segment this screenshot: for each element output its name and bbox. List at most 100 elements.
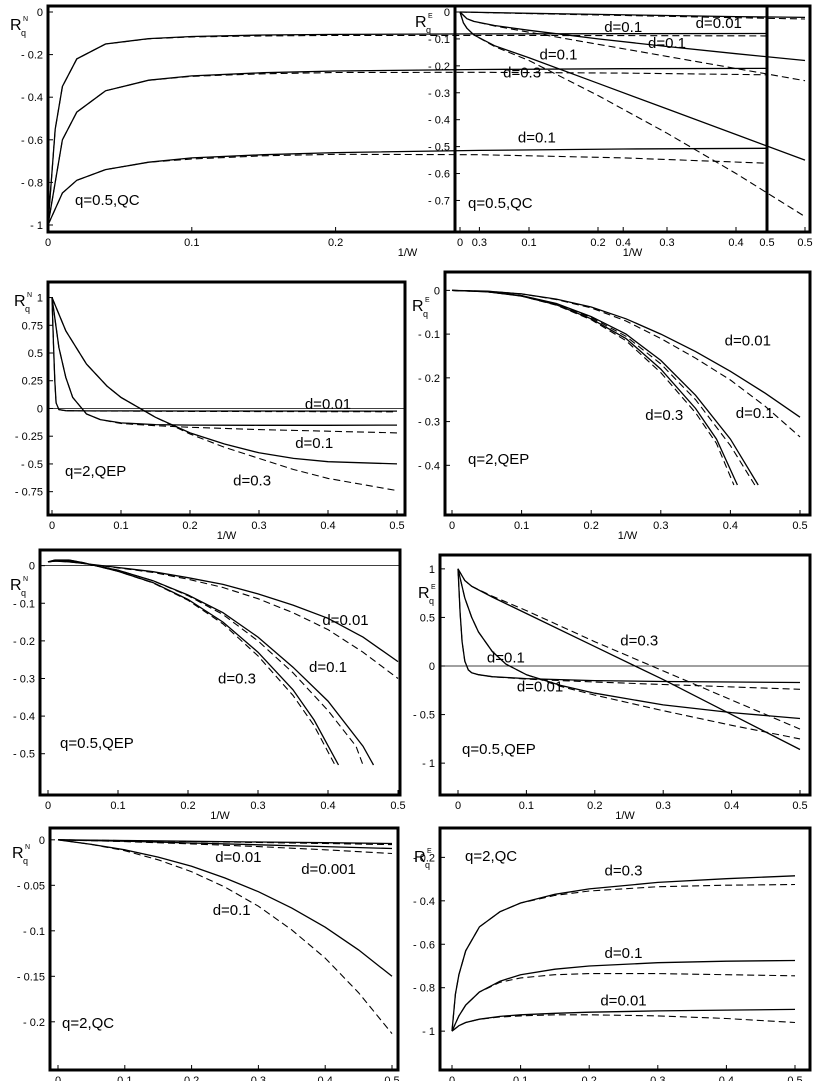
y-tick-label: - 0.1 (13, 598, 35, 610)
x-axis-label: 1/W (618, 530, 638, 542)
y-tick-label: 1 (429, 564, 435, 576)
x-tick-label: 0.5 (797, 237, 812, 249)
x-tick-label: 0.3 (656, 800, 671, 812)
curve-label: d=0.1 (518, 130, 556, 147)
y-axis-label-subscript: q (423, 309, 428, 319)
series-line-d-0-01-dashed (451, 1014, 796, 1032)
y-tick-label: - 0.5 (21, 459, 43, 471)
x-tick-label: 0.3 (250, 800, 265, 812)
series-line-d-0-01-solid (451, 289, 801, 418)
x-tick-label: 0 (45, 800, 51, 812)
y-tick-label: 0 (37, 7, 43, 19)
x-tick-label: 0.4 (719, 1075, 734, 1081)
chart-panel-1: 0 0.1 0.2 0.3 0.4 0.5 0 - 0.2 - 0.4 - 0.6 - 0.8 - 1… (10, 4, 775, 259)
parameter-label: q=2,QC (465, 848, 517, 865)
x-tick-label: 0 (49, 520, 55, 532)
parameter-label: q=2,QC (62, 1015, 114, 1032)
y-axis-label: R (10, 577, 22, 594)
series-line-d-0-3-dashed (457, 568, 801, 730)
curve-label: d=0.1 (736, 405, 774, 422)
y-tick-label: - 0.3 (13, 673, 35, 685)
curve-label: d=0.3 (503, 65, 541, 82)
y-axis-label-superscript: E (427, 848, 432, 855)
curve-label: d=0.01 (600, 993, 646, 1010)
x-tick-label: 0 (55, 1075, 61, 1081)
y-tick-label: - 0.8 (21, 177, 43, 189)
series-line-d-0-3-solid (51, 297, 398, 465)
chart-frame (443, 270, 812, 517)
y-axis-label: R (12, 845, 24, 862)
y-tick-label: - 0.3 (428, 88, 450, 100)
series-line-d-0-01-solid (459, 11, 806, 19)
x-tick-label: 0.5 (390, 800, 405, 812)
y-axis-label: R (415, 14, 427, 31)
x-tick-label: 0.5 (384, 1075, 399, 1081)
chart-panel-6: 0 0.1 0.2 0.3 0.4 0.5 1 0.5 0 - 0.5 - 1 1/W R qEd=0.3… (413, 553, 812, 822)
y-axis-label-superscript: N (23, 576, 28, 583)
series-line-d-0-3-dashed (451, 883, 796, 1032)
y-tick-label: - 0.5 (428, 142, 450, 154)
curve-label: d=0.001 (301, 861, 356, 878)
series-line-d-0-1-solid (47, 560, 375, 766)
y-tick-label: 0 (444, 7, 450, 19)
parameter-label: q=0.5,QC (75, 192, 140, 209)
y-axis-label-subscript: q (23, 856, 28, 866)
y-tick-label: - 0.2 (13, 636, 35, 648)
curve-label: d=0.3 (620, 633, 658, 650)
x-tick-label: 0.4 (616, 237, 631, 249)
series-line-d-0-01-solid (47, 560, 399, 663)
curve-label: d=0.1 (487, 649, 525, 666)
series-line-d-0-1-dashed (51, 297, 398, 434)
y-tick-label: - 0.2 (428, 61, 450, 73)
series-line-d-0-1-dashed (47, 71, 768, 226)
curve-label: d=0.01 (322, 612, 368, 629)
x-axis-label: 1/W (615, 810, 635, 822)
series-line-d-0-1-dashed (459, 11, 806, 82)
x-tick-label: 0.2 (184, 1075, 199, 1081)
x-tick-label: 0 (449, 520, 455, 532)
x-tick-label: 0.1 (117, 1075, 132, 1081)
series-line-d-0-1-solid (57, 839, 393, 977)
x-tick-label: 0 (45, 237, 51, 249)
y-tick-label: - 0.25 (15, 431, 43, 443)
x-tick-label: 0.2 (587, 800, 602, 812)
curve-label: d=0.01 (696, 15, 742, 32)
x-tick-label: 0.5 (787, 1075, 802, 1081)
curve-label: d=0.1 (540, 47, 578, 64)
y-axis-label: R (412, 298, 424, 315)
x-tick-label: 0.2 (328, 237, 343, 249)
y-tick-label: - 0.5 (413, 710, 435, 722)
x-tick-label: 0.1 (514, 520, 529, 532)
x-tick-label: 0.3 (653, 520, 668, 532)
y-tick-label: - 0.15 (17, 971, 45, 983)
x-tick-label: 0.5 (389, 520, 404, 532)
y-axis-label: R (418, 585, 430, 602)
x-axis-label: 1/W (623, 247, 643, 259)
curve-label: d=0.01 (305, 396, 351, 413)
y-tick-label: 0.5 (420, 612, 435, 624)
series-line-d-0-01-solid (451, 1008, 796, 1032)
chart-frame (46, 4, 769, 234)
series-line-d-0-01-dashed (57, 839, 393, 855)
x-axis-label: 1/W (217, 530, 237, 542)
y-axis-label-subscript: q (25, 304, 30, 314)
y-tick-label: - 0.2 (418, 373, 440, 385)
y-tick-label: - 0.6 (413, 939, 435, 951)
y-axis-label-subscript: q (425, 860, 430, 870)
y-tick-label: - 0.75 (15, 487, 43, 499)
series-line-d-0-01-dashed (457, 568, 801, 690)
y-tick-label: - 0.4 (418, 460, 440, 472)
y-axis-label-superscript: E (428, 13, 433, 20)
y-tick-label: - 0.2 (21, 50, 43, 62)
series-line-d-0-3-dashed (47, 559, 336, 766)
parameter-label: q=0.5,QEP (60, 735, 134, 752)
x-tick-label: 0.5 (759, 237, 774, 249)
series-line-d-0-1-solid (47, 67, 768, 226)
y-tick-label: 0.5 (28, 348, 43, 360)
parameter-label: q=2,QEP (468, 451, 529, 468)
y-tick-label: 0 (39, 835, 45, 847)
series-line-d-0-1-dashed (47, 34, 768, 226)
parameter-label: q=0.5,QC (468, 195, 533, 212)
parameter-label: q=2,QEP (65, 463, 126, 480)
